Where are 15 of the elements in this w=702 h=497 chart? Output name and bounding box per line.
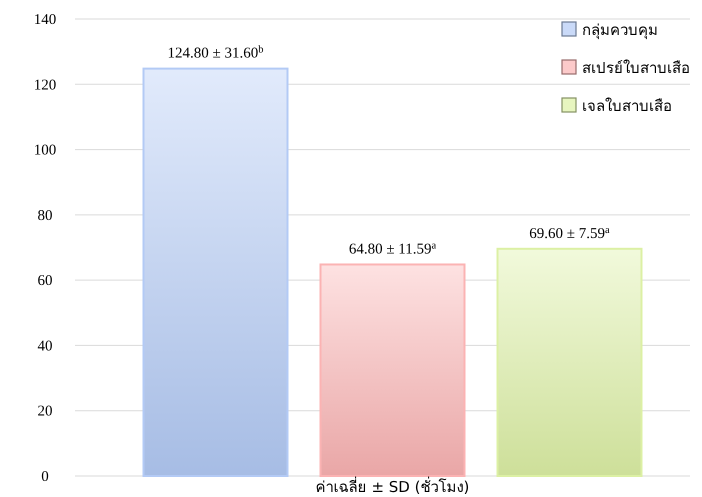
legend-label: สเปรย์ใบสาบเสือ	[582, 59, 690, 77]
legend-label: กลุ่มควบคุม	[582, 21, 658, 40]
legend-label: เจลใบสาบเสือ	[582, 97, 672, 115]
y-tick-label: 100	[34, 142, 56, 159]
y-tick-label: 120	[34, 77, 56, 94]
y-tick-label: 0	[41, 469, 49, 485]
data-label: 124.80 ± 31.60$^{b}$	[168, 44, 264, 62]
y-tick-label: 20	[38, 404, 52, 420]
y-tick-label: 80	[38, 208, 52, 224]
y-tick-label: 40	[38, 338, 52, 354]
y-tick-label: 60	[38, 273, 52, 290]
data-label: 64.80 ± 11.59$^{a}$	[348, 240, 437, 258]
data-label: 69.60 ± 7.59$^{a}$	[529, 224, 610, 242]
y-tick-label: 140	[34, 12, 56, 28]
x-axis-title: ค่าเฉลี่ย ± SD (ชั่วโมง)	[316, 476, 470, 496]
